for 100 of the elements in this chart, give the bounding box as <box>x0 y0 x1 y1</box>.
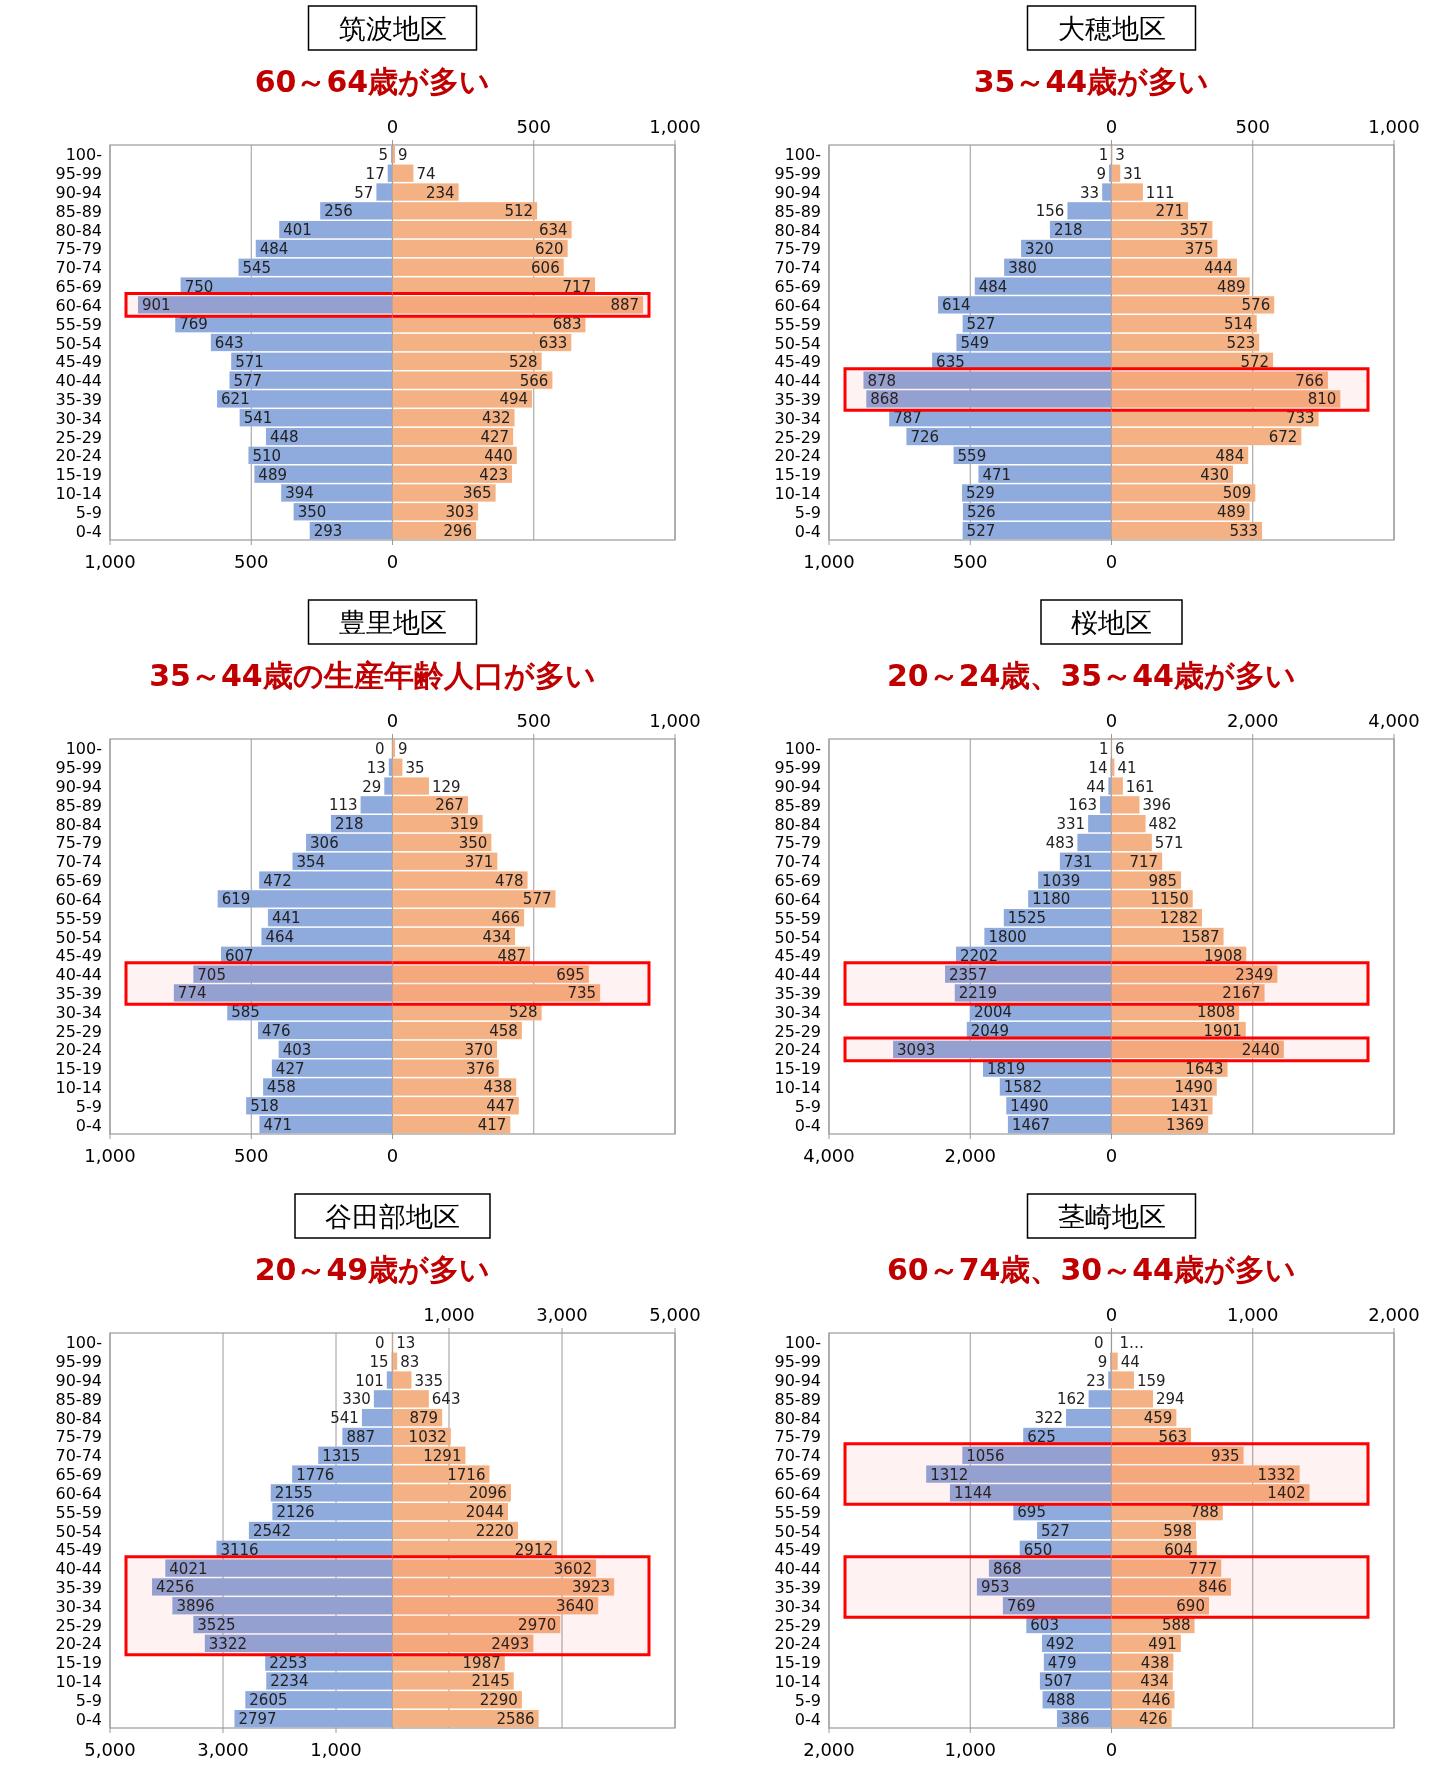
chart-title: 桜地区 <box>1071 607 1152 638</box>
data-label: 2586 <box>496 1710 535 1729</box>
data-label: 549 <box>960 334 990 352</box>
data-label: 426 <box>1139 1710 1168 1729</box>
data-label: 1332 <box>1257 1465 1296 1484</box>
data-label: 489 <box>1217 503 1246 522</box>
y-tick-label: 40-44 <box>774 371 821 391</box>
y-tick-label: 0-4 <box>794 1115 821 1135</box>
y-tick-label: 60-64 <box>774 1483 821 1503</box>
data-label: 1282 <box>1159 909 1199 928</box>
data-label: 354 <box>296 852 326 871</box>
data-label: 9 <box>1096 164 1106 183</box>
data-label: 518 <box>250 1097 279 1116</box>
data-label: 5 <box>378 145 389 164</box>
chart-title: 大穂地区 <box>1057 13 1166 44</box>
data-label: 306 <box>310 833 339 852</box>
x-tick-label: 0 <box>386 710 399 731</box>
y-tick-label: 15-19 <box>774 1059 821 1079</box>
y-tick-label: 40-44 <box>55 1559 102 1579</box>
data-label: 1032 <box>408 1427 447 1446</box>
y-tick-label: 20-24 <box>55 446 102 466</box>
data-label: 2357 <box>949 965 988 984</box>
data-label: 619 <box>221 890 251 909</box>
data-label: 717 <box>562 277 592 296</box>
x-tick-label: 2,000 <box>1226 710 1279 731</box>
data-label: 371 <box>464 852 494 871</box>
y-tick-label: 75-79 <box>774 833 821 853</box>
chart-subtitle: 35～44歳が多い <box>973 64 1210 99</box>
data-label: 1587 <box>1181 928 1220 946</box>
y-tick-label: 60-64 <box>774 295 821 315</box>
data-label: 1808 <box>1197 1003 1236 1022</box>
data-label: 750 <box>184 277 214 296</box>
y-tick-label: 90-94 <box>774 1371 821 1391</box>
data-label: 529 <box>966 484 995 503</box>
x-tick-label: 5,000 <box>84 1739 136 1760</box>
data-label: 44 <box>1086 777 1106 796</box>
data-label: 2219 <box>958 984 997 1003</box>
data-label: 545 <box>242 258 272 277</box>
y-tick-label: 60-64 <box>55 1483 102 1503</box>
y-tick-label: 25-29 <box>55 427 102 447</box>
data-label: 901 <box>141 296 171 315</box>
data-label: 2004 <box>973 1003 1013 1022</box>
y-tick-label: 85-89 <box>55 201 102 221</box>
data-label: 528 <box>509 1003 538 1022</box>
y-tick-label: 0-4 <box>75 1115 102 1135</box>
data-label: 9 <box>398 739 408 758</box>
data-label: 394 <box>285 484 314 503</box>
data-label: 57 <box>354 183 374 202</box>
y-tick-label: 65-69 <box>774 871 821 891</box>
data-label: 2234 <box>270 1672 309 1691</box>
y-tick-label: 25-29 <box>774 1021 821 1041</box>
data-label: 458 <box>489 1022 518 1041</box>
data-label: 3116 <box>220 1540 259 1559</box>
data-label: 376 <box>466 1059 495 1078</box>
y-tick-label: 55-59 <box>774 314 821 334</box>
data-label: 1716 <box>447 1465 486 1484</box>
data-label: 163 <box>1068 796 1097 815</box>
data-label: 218 <box>1053 221 1083 240</box>
data-label: 878 <box>867 371 897 390</box>
x-tick-label: 0 <box>1105 1304 1118 1325</box>
data-label: 111 <box>1145 183 1175 202</box>
data-label: 2145 <box>471 1672 510 1691</box>
data-label: 3093 <box>897 1040 936 1059</box>
data-label: 788 <box>1190 1503 1219 1522</box>
data-label: 1180 <box>1032 890 1071 909</box>
data-label: 2044 <box>465 1503 504 1522</box>
x-tick-label: 2,000 <box>1368 1304 1420 1325</box>
y-tick-label: 90-94 <box>774 183 821 203</box>
data-label: 559 <box>957 446 987 465</box>
x-tick-label: 1,000 <box>649 710 701 731</box>
y-tick-label: 70-74 <box>774 1446 821 1466</box>
data-label: 509 <box>1222 484 1252 503</box>
x-tick-label: 2,000 <box>803 1739 855 1760</box>
y-tick-label: 95-99 <box>55 1352 102 1372</box>
data-label: 1056 <box>966 1446 1005 1465</box>
data-label: 643 <box>431 1390 461 1409</box>
y-tick-label: 55-59 <box>774 908 821 928</box>
data-label: 487 <box>497 946 527 965</box>
data-label: 766 <box>1295 371 1324 390</box>
data-label: 1643 <box>1185 1059 1224 1078</box>
data-label: 129 <box>431 777 461 796</box>
y-tick-label: 95-99 <box>774 1352 821 1372</box>
data-label: 33 <box>1080 183 1100 202</box>
data-label: 13 <box>396 1333 416 1352</box>
data-label: 571 <box>1154 833 1184 852</box>
data-label: 512 <box>504 202 534 221</box>
data-label: 472 <box>263 871 292 890</box>
y-tick-label: 10-14 <box>774 1671 821 1691</box>
data-label: 459 <box>1143 1409 1173 1428</box>
y-tick-label: 70-74 <box>55 852 102 872</box>
data-label: 446 <box>1141 1691 1171 1710</box>
data-label: 471 <box>263 1116 293 1135</box>
x-tick-label: 500 <box>516 710 551 731</box>
data-label: 1901 <box>1203 1022 1242 1041</box>
y-tick-label: 65-69 <box>55 1465 102 1485</box>
y-tick-label: 10-14 <box>55 1671 102 1691</box>
y-tick-label: 75-79 <box>55 833 102 853</box>
y-tick-label: 25-29 <box>774 427 821 447</box>
x-tick-label: 0 <box>1105 116 1118 137</box>
y-tick-label: 80-84 <box>774 220 821 240</box>
